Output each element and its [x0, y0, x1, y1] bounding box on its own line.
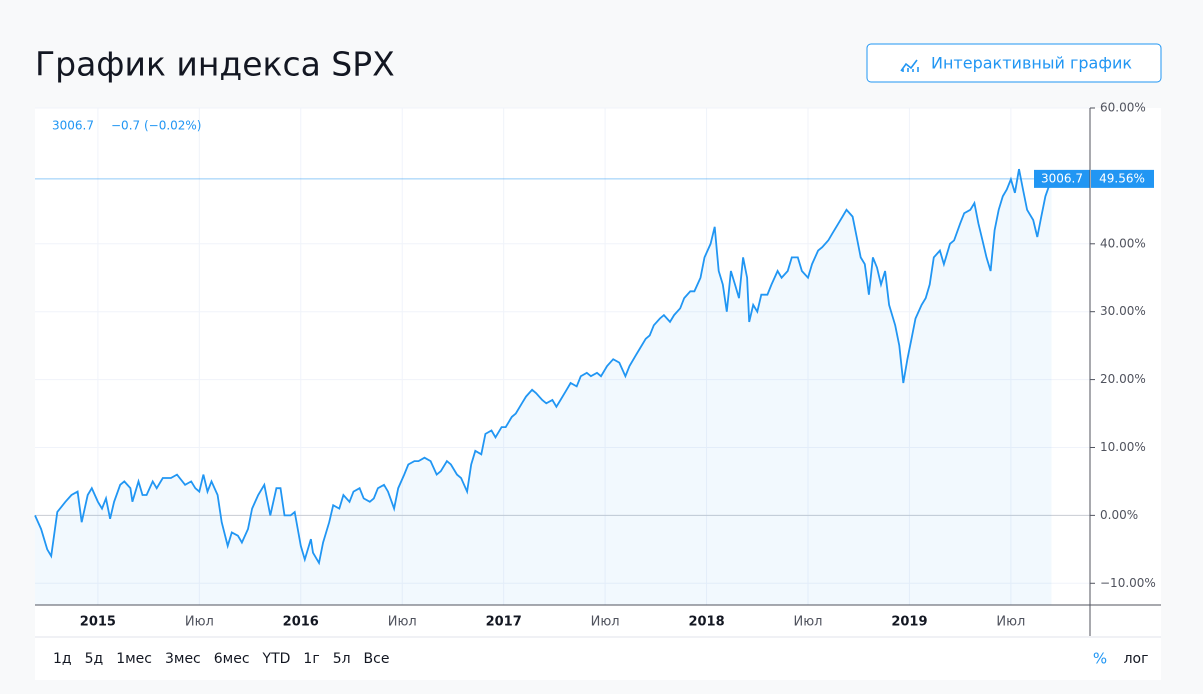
x-tick-label: Июл: [185, 615, 214, 630]
price-tag: [1034, 169, 1090, 188]
range-button[interactable]: 3мес: [165, 651, 201, 667]
x-tick-label: 2017: [486, 615, 522, 630]
x-tick-label: 2018: [688, 615, 724, 630]
x-tick-label: 2019: [891, 615, 927, 630]
price-change: −0.7 (−0.02%): [111, 119, 202, 133]
value-tag: [1091, 169, 1154, 188]
x-tick-label: Июл: [996, 615, 1025, 630]
y-tick-label: −10.00%: [1100, 576, 1156, 590]
y-tick-label: 10.00%: [1100, 440, 1146, 454]
scale-button[interactable]: %: [1093, 650, 1107, 668]
button-icon: [900, 59, 919, 72]
y-tick-label: 0.00%: [1100, 508, 1138, 522]
page-title: График индекса SPX: [35, 45, 395, 84]
plot: 2015 Июл 2016 Июл 2017 Июл 2018 Июл 2019 Июл −10.0…: [34, 101, 1161, 638]
x-tick-label: 2015: [80, 615, 116, 630]
y-tick-label: 20.00%: [1100, 372, 1146, 386]
x-tick-label: Июл: [793, 615, 822, 630]
range-button[interactable]: 5д: [85, 651, 104, 667]
y-tick-label: 30.00%: [1100, 304, 1146, 318]
x-tick-label: Июл: [388, 615, 417, 630]
button-label: Интерактивный график: [931, 54, 1132, 73]
x-tick-label: 2016: [283, 615, 319, 630]
range-button[interactable]: 1г: [303, 651, 319, 667]
range-button[interactable]: 1мес: [116, 651, 152, 667]
scale-button[interactable]: лог: [1124, 651, 1149, 667]
range-bar: 1д 5д 1мес 3мес 6мес YTD 1г 5л Все% лог: [53, 650, 1148, 668]
range-button[interactable]: 5л: [333, 651, 351, 667]
interactive-button[interactable]: Интерактивный график: [866, 43, 1162, 83]
price-tag-label: 3006.7: [1041, 171, 1083, 185]
value-tag-label: 49.56%: [1099, 171, 1145, 185]
line: [34, 168, 1053, 566]
last-price: 3006.7: [52, 119, 94, 133]
y-tick-label: 40.00%: [1100, 236, 1146, 250]
button-frame: [866, 43, 1162, 83]
y-tick-label: 60.00%: [1100, 101, 1146, 115]
x-tick-label: Июл: [591, 615, 620, 630]
range-button[interactable]: Все: [364, 651, 390, 667]
range-button[interactable]: 1д: [53, 651, 72, 667]
range-button[interactable]: 6мес: [214, 651, 250, 667]
range-button[interactable]: YTD: [262, 651, 291, 667]
area: [35, 169, 1052, 605]
